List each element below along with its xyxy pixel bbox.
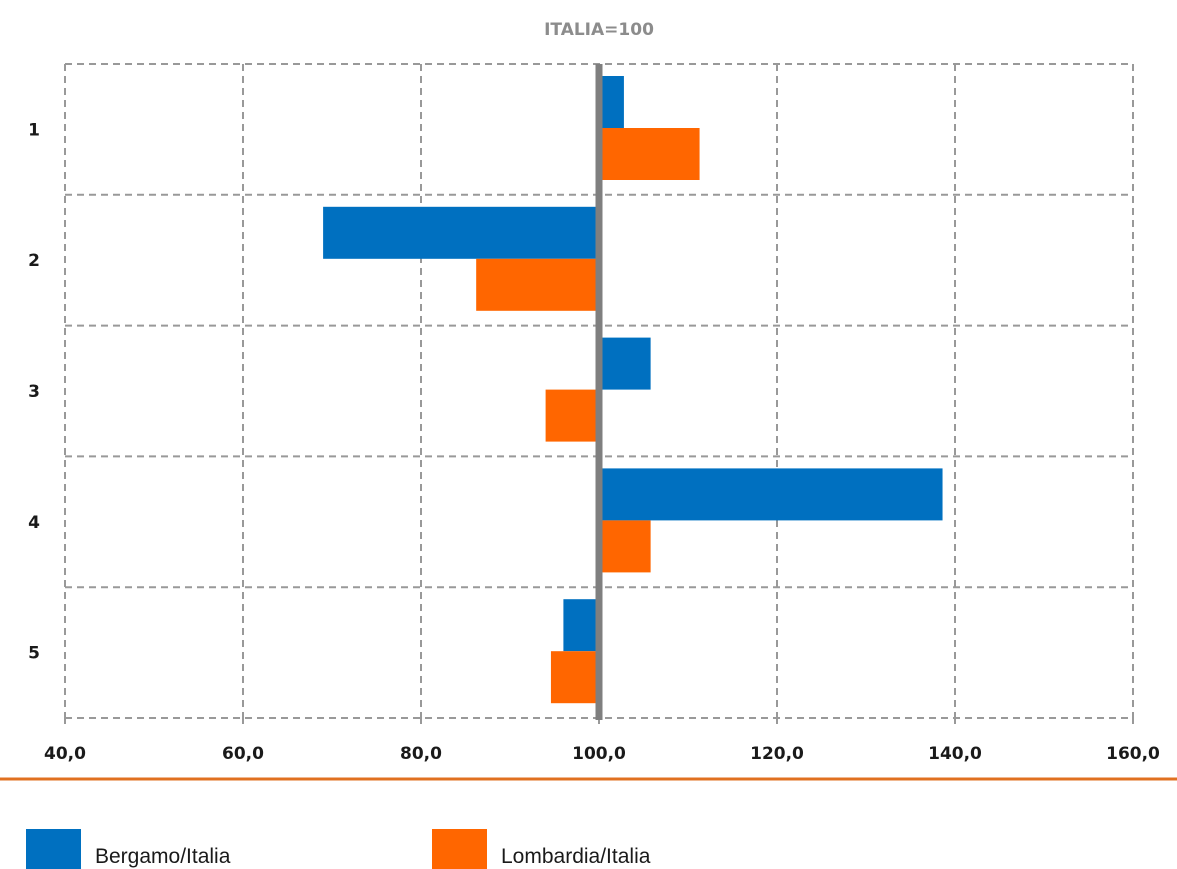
- y-tick-label: 4: [28, 513, 40, 533]
- bar-bergamo-4: [599, 468, 943, 521]
- x-tick-label: 140,0: [928, 744, 982, 764]
- y-tick-label: 2: [28, 251, 40, 271]
- x-tick-label: 40,0: [44, 744, 86, 764]
- y-axis-labels: 1 2 3 4 5: [28, 120, 40, 663]
- legend-swatch: [26, 829, 81, 869]
- legend-label: Bergamo/Italia: [95, 845, 231, 868]
- bar-bergamo-3: [599, 337, 651, 390]
- x-axis-labels: 40,0 60,0 80,0 100,0 120,0 140,0 160,0: [44, 744, 1160, 764]
- bar-lombardia-4: [599, 520, 651, 573]
- legend-label: Lombardia/Italia: [501, 845, 651, 868]
- bar-lombardia-5: [550, 651, 599, 704]
- bar-bergamo-5: [563, 599, 599, 652]
- chart-title: ITALIA=100: [544, 20, 654, 40]
- x-tick-label: 60,0: [222, 744, 264, 764]
- legend: Bergamo/Italia Lombardia/Italia: [26, 829, 651, 869]
- y-tick-label: 3: [28, 382, 40, 402]
- bar-bergamo-2: [323, 206, 599, 259]
- x-tick-label: 80,0: [400, 744, 442, 764]
- bar-bergamo-1: [599, 76, 624, 128]
- bar-lombardia-1: [599, 128, 700, 180]
- x-tick-label: 120,0: [750, 744, 804, 764]
- bars: [323, 76, 943, 704]
- bar-lombardia-2: [476, 258, 599, 311]
- x-tick-label: 160,0: [1106, 744, 1160, 764]
- x-tick-label: 100,0: [572, 744, 626, 764]
- y-tick-label: 1: [28, 120, 40, 140]
- legend-swatch: [432, 829, 487, 869]
- y-tick-label: 5: [28, 644, 40, 664]
- bar-lombardia-3: [545, 389, 599, 442]
